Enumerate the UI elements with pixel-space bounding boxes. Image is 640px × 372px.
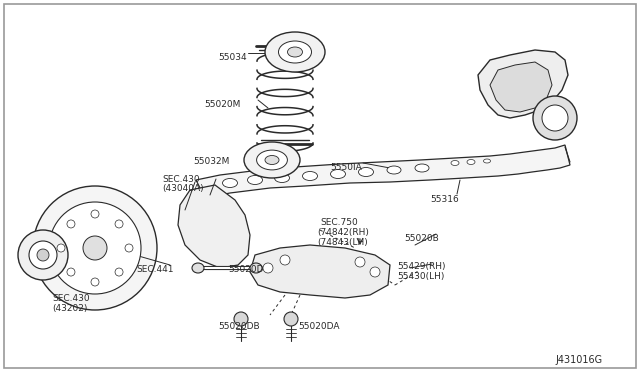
Circle shape [115, 220, 123, 228]
Ellipse shape [415, 164, 429, 172]
Ellipse shape [533, 96, 577, 140]
Text: 55429(RH): 55429(RH) [397, 262, 445, 271]
Circle shape [49, 202, 141, 294]
Circle shape [263, 263, 273, 273]
Circle shape [91, 278, 99, 286]
Circle shape [33, 186, 157, 310]
Ellipse shape [248, 176, 262, 185]
Polygon shape [490, 62, 552, 112]
Text: 55020M: 55020M [204, 100, 241, 109]
Ellipse shape [542, 105, 568, 131]
Text: 55316: 55316 [430, 195, 459, 204]
Ellipse shape [278, 41, 312, 63]
Ellipse shape [303, 171, 317, 180]
Text: SEC.750: SEC.750 [320, 218, 358, 227]
Polygon shape [478, 50, 568, 118]
Text: SEC.430: SEC.430 [52, 294, 90, 303]
Circle shape [18, 230, 68, 280]
Text: 55430(LH): 55430(LH) [397, 272, 444, 281]
Ellipse shape [483, 159, 490, 163]
Ellipse shape [257, 150, 287, 170]
Text: 55020D: 55020D [228, 265, 264, 274]
Polygon shape [178, 185, 250, 268]
Polygon shape [196, 145, 570, 198]
Circle shape [57, 244, 65, 252]
Text: 55020DB: 55020DB [218, 322, 260, 331]
Ellipse shape [244, 142, 300, 178]
Ellipse shape [275, 173, 289, 183]
Polygon shape [250, 245, 390, 298]
Ellipse shape [330, 170, 346, 179]
Text: (74842(RH): (74842(RH) [317, 228, 369, 237]
Text: SEC.441: SEC.441 [136, 265, 173, 274]
Text: (43040A): (43040A) [162, 184, 204, 193]
Ellipse shape [387, 166, 401, 174]
Circle shape [37, 249, 49, 261]
Circle shape [234, 312, 248, 326]
Circle shape [115, 268, 123, 276]
Ellipse shape [467, 160, 475, 164]
Ellipse shape [287, 47, 303, 57]
Circle shape [355, 257, 365, 267]
Circle shape [125, 244, 133, 252]
Ellipse shape [451, 160, 459, 166]
Circle shape [67, 268, 75, 276]
Text: 55020B: 55020B [404, 234, 439, 243]
Ellipse shape [265, 32, 325, 72]
Circle shape [370, 267, 380, 277]
Text: 5550lA: 5550lA [330, 163, 362, 172]
Circle shape [29, 241, 57, 269]
Ellipse shape [192, 263, 204, 273]
Text: (74843(LH): (74843(LH) [317, 238, 368, 247]
Text: 55032M: 55032M [193, 157, 229, 166]
Circle shape [280, 255, 290, 265]
Ellipse shape [223, 179, 237, 187]
Circle shape [83, 236, 107, 260]
Ellipse shape [265, 155, 279, 164]
Circle shape [67, 220, 75, 228]
Ellipse shape [250, 263, 262, 273]
Circle shape [284, 312, 298, 326]
Text: SEC.430: SEC.430 [162, 175, 200, 184]
Circle shape [91, 210, 99, 218]
Text: 55034: 55034 [218, 53, 246, 62]
Text: (43202): (43202) [52, 304, 88, 313]
Text: 55020DA: 55020DA [298, 322, 339, 331]
Text: J431016G: J431016G [555, 355, 602, 365]
Ellipse shape [358, 167, 374, 176]
